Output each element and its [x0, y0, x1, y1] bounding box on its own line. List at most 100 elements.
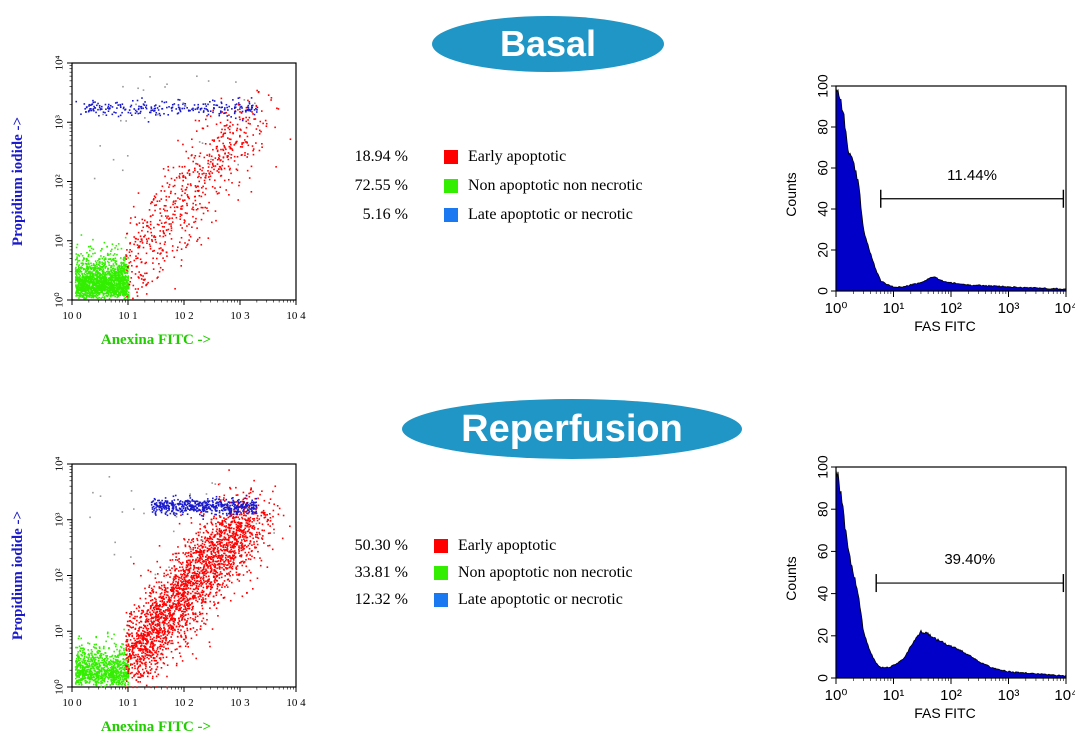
dot-non-apoptotic — [113, 288, 116, 290]
dot-late-apoptotic — [194, 108, 197, 111]
dot-late-apoptotic — [199, 108, 202, 111]
dot-early-apoptotic — [203, 601, 206, 603]
dot-early-apoptotic — [154, 628, 157, 630]
dot-early-apoptotic — [188, 602, 190, 605]
dot-late-apoptotic — [202, 103, 205, 105]
dot-early-apoptotic — [175, 556, 178, 558]
dot-early-apoptotic — [239, 135, 241, 138]
dot-early-apoptotic — [141, 218, 144, 221]
dot-early-apoptotic — [163, 260, 166, 262]
dot-non-apoptotic — [80, 271, 83, 273]
dot-non-apoptotic — [75, 294, 78, 296]
dot-non-apoptotic — [113, 265, 115, 267]
dot-early-apoptotic — [244, 544, 246, 547]
dot-early-apoptotic — [229, 523, 231, 526]
dot-non-apoptotic — [113, 674, 116, 677]
dot-non-apoptotic — [124, 257, 126, 260]
dot-early-apoptotic — [147, 671, 150, 674]
dot-non-apoptotic — [83, 672, 85, 675]
dot-early-apoptotic — [203, 543, 206, 546]
dot-non-apoptotic — [101, 266, 104, 269]
dot-non-apoptotic — [91, 678, 93, 681]
dot-non-apoptotic — [109, 292, 112, 294]
dot-early-apoptotic — [148, 651, 150, 653]
dot-early-apoptotic — [155, 628, 158, 631]
dot-non-apoptotic — [87, 292, 90, 295]
dot-early-apoptotic — [172, 626, 175, 629]
dot-early-apoptotic — [152, 629, 155, 632]
dot-non-apoptotic — [94, 653, 96, 656]
dot-early-apoptotic — [169, 192, 172, 195]
dot-early-apoptotic — [233, 519, 236, 522]
dot-non-apoptotic — [109, 273, 111, 276]
dot-non-apoptotic — [95, 682, 98, 684]
dot-non-apoptotic — [105, 280, 107, 282]
dot-non-apoptotic — [94, 273, 96, 275]
dot-early-apoptotic — [177, 603, 180, 605]
dot-non-apoptotic — [105, 665, 107, 667]
dot-other — [99, 145, 101, 147]
dot-early-apoptotic — [200, 576, 202, 579]
dot-non-apoptotic — [80, 677, 82, 680]
dot-non-apoptotic — [89, 279, 92, 282]
dot-non-apoptotic — [122, 662, 124, 665]
dot-early-apoptotic — [142, 279, 145, 281]
dot-early-apoptotic — [219, 542, 222, 545]
dot-early-apoptotic — [232, 550, 234, 553]
dot-non-apoptotic — [122, 652, 124, 655]
dot-non-apoptotic — [96, 284, 99, 287]
dot-early-apoptotic — [198, 236, 201, 239]
dot-non-apoptotic — [109, 289, 111, 291]
dot-non-apoptotic — [111, 674, 113, 677]
legend-pct: 72.55 % — [354, 177, 408, 194]
dot-early-apoptotic — [218, 171, 220, 173]
dot-non-apoptotic — [99, 677, 102, 680]
dot-early-apoptotic — [259, 120, 262, 123]
dot-early-apoptotic — [241, 142, 243, 144]
dot-early-apoptotic — [168, 620, 171, 622]
dot-early-apoptotic — [175, 664, 178, 667]
dot-non-apoptotic — [89, 288, 92, 290]
dot-other — [207, 80, 210, 82]
dot-early-apoptotic — [239, 542, 242, 544]
dot-early-apoptotic — [204, 541, 207, 543]
dot-early-apoptotic — [175, 176, 178, 179]
dot-non-apoptotic — [93, 669, 96, 671]
dot-early-apoptotic — [219, 562, 221, 565]
dot-non-apoptotic — [111, 654, 114, 657]
dot-early-apoptotic — [244, 154, 246, 157]
dot-early-apoptotic — [154, 612, 157, 615]
dot-non-apoptotic — [81, 655, 83, 657]
dot-early-apoptotic — [219, 571, 222, 573]
dot-non-apoptotic — [118, 287, 120, 289]
dot-non-apoptotic — [123, 653, 126, 655]
dot-non-apoptotic — [85, 288, 87, 291]
dot-early-apoptotic — [234, 534, 237, 536]
dot-non-apoptotic — [121, 282, 124, 285]
dot-early-apoptotic — [198, 583, 201, 586]
dot-non-apoptotic — [85, 295, 88, 298]
dot-non-apoptotic — [83, 294, 85, 297]
dot-early-apoptotic — [186, 541, 189, 543]
dot-late-apoptotic — [88, 103, 91, 106]
dot-early-apoptotic — [161, 621, 164, 624]
dot-early-apoptotic — [241, 517, 244, 520]
dot-non-apoptotic — [86, 292, 88, 295]
dot-early-apoptotic — [140, 645, 142, 648]
dot-non-apoptotic — [93, 278, 95, 281]
dot-early-apoptotic — [129, 281, 132, 283]
dot-early-apoptotic — [168, 196, 170, 198]
dot-non-apoptotic — [97, 650, 99, 652]
dot-non-apoptotic — [91, 285, 93, 288]
dot-late-apoptotic — [84, 108, 86, 110]
dot-early-apoptotic — [151, 638, 154, 641]
dot-early-apoptotic — [169, 609, 172, 612]
dot-early-apoptotic — [185, 609, 188, 612]
dot-non-apoptotic — [126, 284, 128, 286]
dot-early-apoptotic — [189, 564, 191, 567]
dot-non-apoptotic — [110, 269, 112, 271]
dot-early-apoptotic — [257, 504, 260, 507]
dot-non-apoptotic — [95, 636, 98, 639]
dot-non-apoptotic — [112, 274, 115, 277]
dot-non-apoptotic — [110, 678, 112, 681]
